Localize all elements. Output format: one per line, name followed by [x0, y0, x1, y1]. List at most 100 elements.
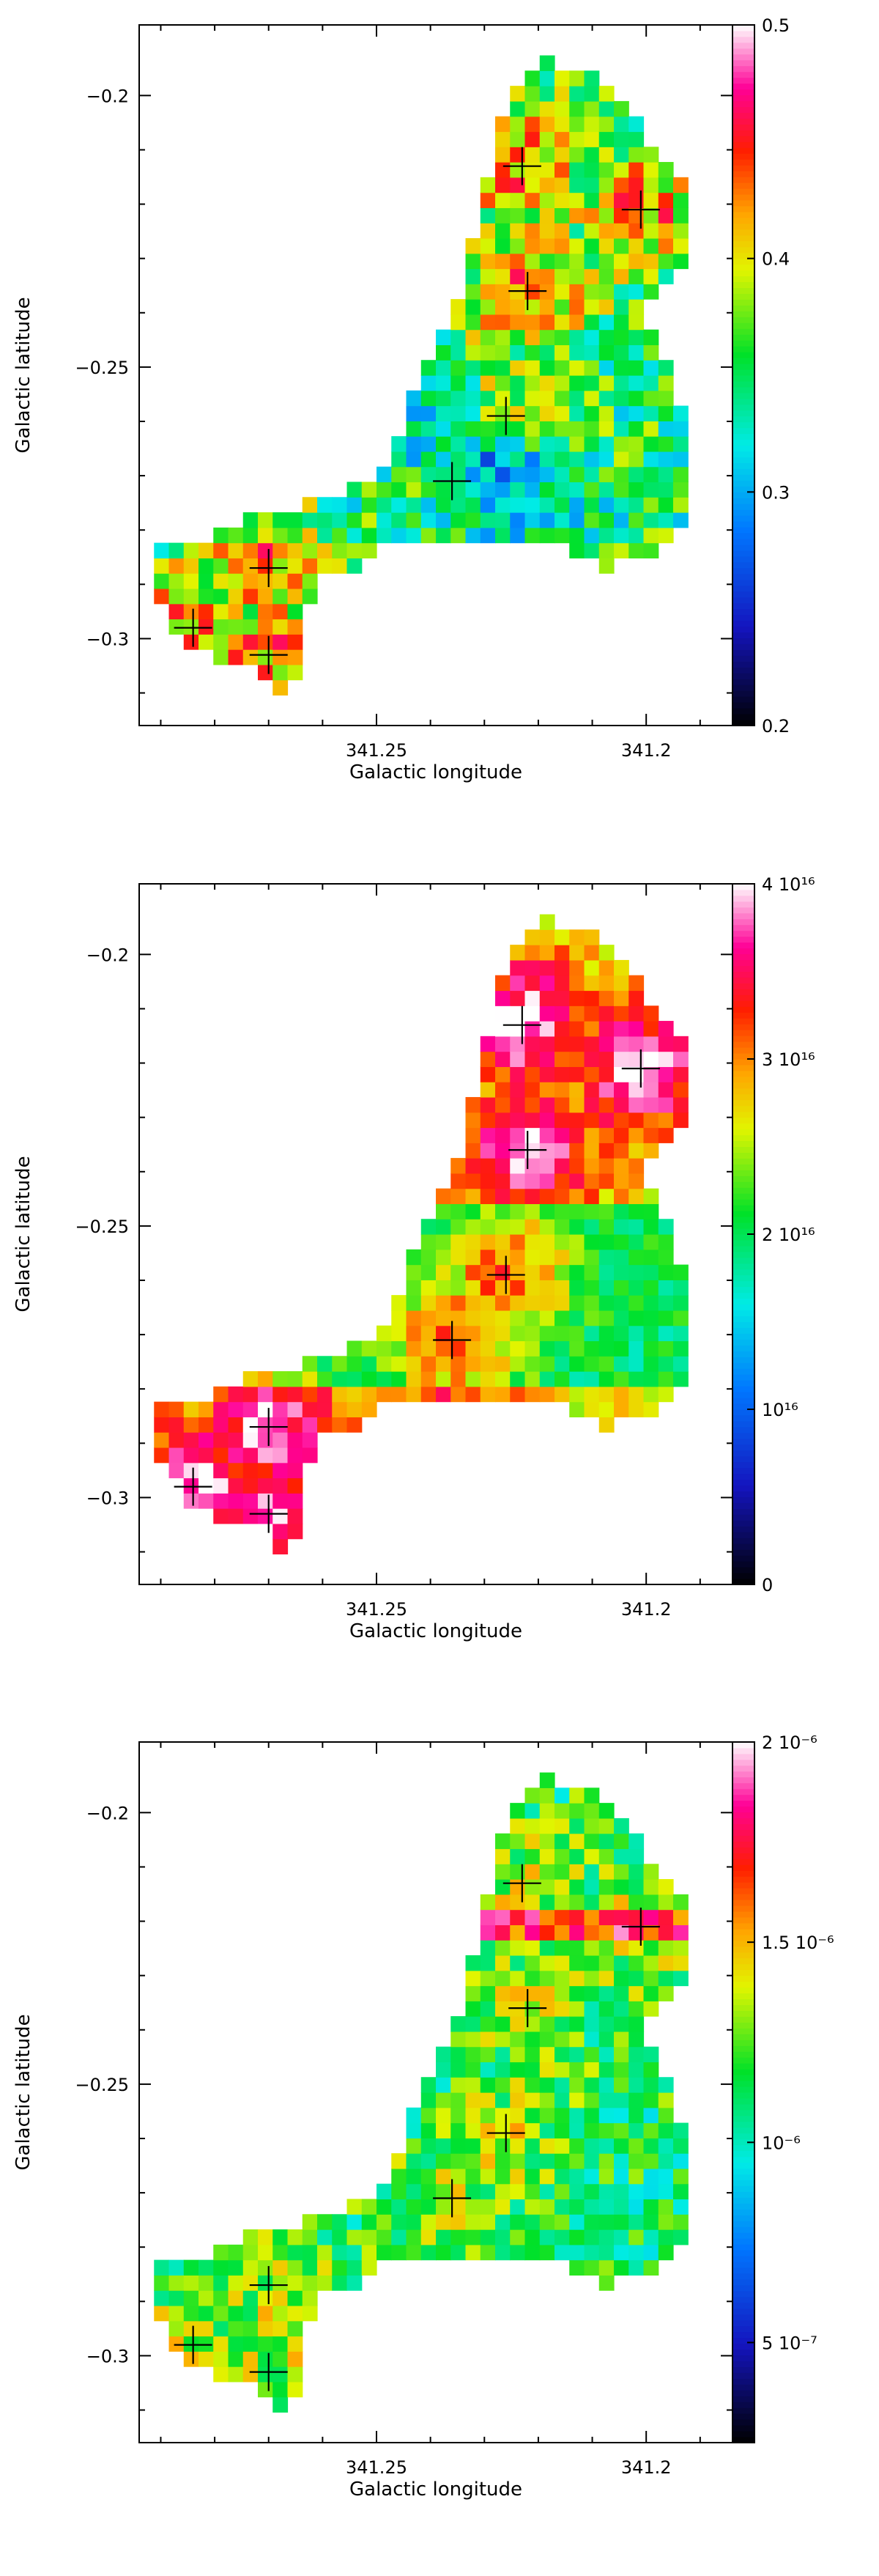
heatmap-cell: [643, 1082, 659, 1098]
heatmap-cell: [555, 990, 570, 1006]
heatmap-cell: [465, 405, 481, 421]
heatmap-cell: [598, 162, 615, 178]
heatmap-cell: [628, 1249, 645, 1266]
heatmap-cell: [598, 1833, 615, 1850]
heatmap-cell: [480, 2062, 496, 2078]
heatmap-cell: [361, 481, 377, 498]
heatmap-cell: [598, 314, 615, 331]
colorbar-step: [732, 1280, 754, 1288]
heatmap-cell: [555, 268, 570, 284]
heatmap-cell: [495, 2244, 511, 2261]
heatmap-cell: [524, 436, 541, 452]
heatmap-cell: [614, 2107, 629, 2124]
heatmap-cell: [480, 1325, 496, 1342]
heatmap-cell: [510, 1249, 526, 1266]
heatmap-cell: [569, 1325, 585, 1342]
heatmap-cell: [465, 2229, 481, 2245]
colorbar-step: [732, 328, 754, 335]
colorbar-step: [732, 1298, 754, 1305]
heatmap-cell: [154, 1417, 170, 1433]
heatmap-cell: [420, 1356, 437, 1372]
heatmap-cell: [495, 1066, 511, 1082]
heatmap-cell: [569, 1356, 585, 1372]
colorbar-step: [732, 1263, 754, 1270]
colorbar-step: [732, 1117, 754, 1124]
heatmap-cell: [584, 284, 600, 300]
heatmap-cell: [302, 2259, 318, 2276]
heatmap-cell: [510, 1894, 526, 1911]
colorbar-step: [732, 720, 754, 726]
heatmap-cell: [436, 1340, 451, 1357]
heatmap-cell: [391, 527, 407, 544]
colorbar-step: [732, 317, 754, 323]
heatmap-cell: [598, 558, 615, 574]
heatmap-cell: [465, 1203, 481, 1219]
colorbar-step: [732, 983, 754, 989]
heatmap-cell: [643, 1295, 659, 1311]
heatmap-cell: [406, 466, 422, 483]
heatmap-cell: [658, 421, 674, 437]
heatmap-cell: [598, 945, 615, 961]
heatmap-cell: [406, 2199, 422, 2215]
colorbar-step: [732, 1526, 754, 1532]
heatmap-cell: [391, 451, 407, 468]
heatmap-cell: [539, 1340, 555, 1357]
heatmap-cell: [272, 2229, 289, 2245]
heatmap-cell: [614, 1371, 629, 1387]
heatmap-cell: [524, 1848, 541, 1864]
heatmap-cell: [480, 1940, 496, 1956]
heatmap-cell: [391, 436, 407, 452]
heatmap-cell: [598, 2275, 615, 2291]
heatmap-cell: [495, 344, 511, 361]
heatmap-cell: [643, 344, 659, 361]
heatmap-cell: [213, 619, 229, 635]
heatmap-cell: [213, 1386, 229, 1403]
heatmap-cell: [465, 1955, 481, 1971]
colorbar-step: [732, 2319, 754, 2327]
heatmap-cell: [168, 2290, 185, 2306]
heatmap-cell: [406, 405, 422, 421]
heatmap-cell: [598, 2092, 615, 2108]
heatmap-cell: [391, 466, 407, 483]
heatmap-cell: [242, 603, 259, 620]
heatmap-cell: [510, 1848, 526, 1864]
heatmap-cell: [598, 1924, 615, 1941]
heatmap-cell: [258, 588, 273, 605]
heatmap-cell: [628, 2016, 645, 2032]
heatmap-cell: [569, 390, 585, 407]
heatmap-cell: [555, 2062, 570, 2078]
heatmap-cell: [495, 207, 511, 224]
heatmap-cell: [287, 1371, 303, 1387]
colorbar-step: [732, 2221, 754, 2227]
heatmap-cell: [628, 1955, 645, 1971]
heatmap-cell: [584, 1833, 600, 1850]
heatmap-cell: [539, 2001, 555, 2017]
heatmap-cell: [168, 1401, 185, 1417]
heatmap-cell: [569, 2199, 585, 2215]
heatmap-cell: [242, 1447, 259, 1464]
heatmap-cell: [658, 390, 674, 407]
heatmap-cell: [643, 1188, 659, 1205]
heatmap-cell: [658, 512, 674, 528]
heatmap-cell: [584, 1848, 600, 1864]
heatmap-cell: [673, 481, 689, 498]
heatmap-cell: [450, 512, 467, 528]
heatmap-cell: [495, 1970, 511, 1987]
heatmap-cell: [569, 1909, 585, 1925]
colorbar-step: [732, 608, 754, 616]
heatmap-cell: [450, 1264, 467, 1280]
heatmap-cell: [569, 1173, 585, 1189]
colorbar-step: [732, 1444, 754, 1451]
heatmap-cell: [628, 542, 645, 558]
heatmap-cell: [569, 207, 585, 224]
heatmap-cell: [436, 375, 451, 391]
heatmap-cell: [673, 1280, 689, 1296]
heatmap-cell: [495, 1924, 511, 1941]
heatmap-cell: [539, 2183, 555, 2200]
heatmap-cell: [480, 2199, 496, 2215]
heatmap-cell: [614, 344, 629, 361]
heatmap-cell: [643, 1051, 659, 1067]
heatmap-cell: [673, 1940, 689, 1956]
heatmap-cell: [228, 2366, 244, 2383]
